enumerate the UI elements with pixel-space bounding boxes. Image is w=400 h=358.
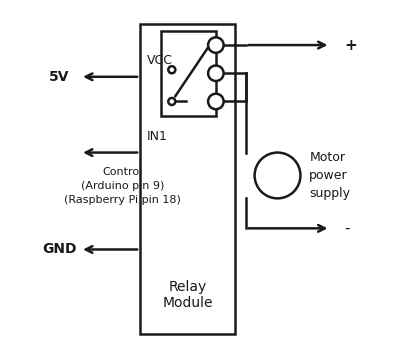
Text: +: + [344, 38, 357, 53]
Text: Relay
Module: Relay Module [162, 280, 213, 310]
Circle shape [208, 94, 224, 109]
Circle shape [255, 153, 300, 198]
Text: GND: GND [42, 242, 76, 256]
Circle shape [208, 66, 224, 81]
Text: Motor
power
supply: Motor power supply [309, 151, 350, 200]
Circle shape [168, 66, 175, 73]
Text: VCC: VCC [147, 54, 173, 67]
Text: Control
(Arduino pin 9)
(Raspberry Pi pin 18): Control (Arduino pin 9) (Raspberry Pi pi… [64, 167, 181, 205]
Text: M: M [270, 168, 285, 183]
Text: IN1: IN1 [147, 130, 168, 143]
Text: -: - [344, 221, 350, 236]
Bar [161, 31, 216, 116]
Bar [140, 24, 235, 334]
Circle shape [168, 98, 175, 105]
Text: 5V: 5V [49, 70, 69, 84]
Circle shape [208, 37, 224, 53]
